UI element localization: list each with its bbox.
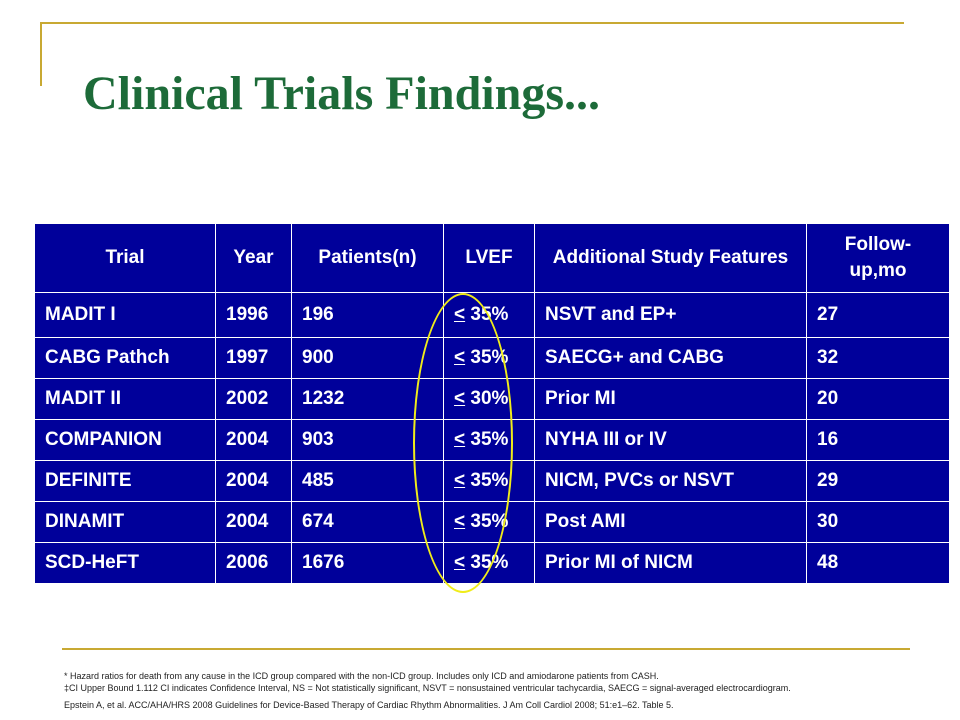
cell-trial: MADIT I — [34, 292, 216, 338]
lvef-comparator: < — [454, 429, 466, 450]
bottom-divider-line — [62, 648, 910, 650]
lvef-value: 35% — [470, 429, 509, 450]
cell-year: 1997 — [215, 337, 292, 379]
trials-table: Trial Year Patients(n) LVEF Additional S… — [34, 223, 950, 584]
cell-year: 2006 — [215, 542, 292, 584]
footnote-abbreviations: ‡CI Upper Bound 1.112 CI indicates Confi… — [64, 683, 791, 693]
header-followup: Follow-up,mo — [806, 223, 950, 293]
lvef-comparator: < — [454, 552, 466, 573]
cell-features: Post AMI — [534, 501, 807, 543]
lvef-value: 30% — [470, 388, 509, 409]
cell-followup: 16 — [806, 419, 950, 461]
header-year: Year — [215, 223, 292, 293]
cell-patients: 485 — [291, 460, 444, 502]
citation: Epstein A, et al. ACC/AHA/HRS 2008 Guide… — [64, 700, 674, 710]
cell-features: SAECG+ and CABG — [534, 337, 807, 379]
cell-lvef: < 35% — [443, 542, 535, 584]
left-divider-line — [40, 22, 42, 86]
header-lvef: LVEF — [443, 223, 535, 293]
cell-features: Prior MI — [534, 378, 807, 420]
header-trial: Trial — [34, 223, 216, 293]
cell-year: 2004 — [215, 419, 292, 461]
header-features: Additional Study Features — [534, 223, 807, 293]
cell-lvef: < 35% — [443, 501, 535, 543]
cell-year: 2004 — [215, 501, 292, 543]
cell-lvef: < 30% — [443, 378, 535, 420]
lvef-comparator: < — [454, 304, 466, 325]
lvef-comparator: < — [454, 347, 466, 368]
slide-title: Clinical Trials Findings... — [83, 67, 601, 120]
cell-patients: 903 — [291, 419, 444, 461]
cell-lvef: < 35% — [443, 460, 535, 502]
cell-year: 2002 — [215, 378, 292, 420]
cell-followup: 29 — [806, 460, 950, 502]
cell-patients: 900 — [291, 337, 444, 379]
table-row: COMPANION 2004 903 < 35% NYHA III or IV … — [34, 419, 950, 461]
lvef-comparator: < — [454, 511, 466, 532]
cell-followup: 20 — [806, 378, 950, 420]
cell-features: NYHA III or IV — [534, 419, 807, 461]
cell-trial: CABG Pathch — [34, 337, 216, 379]
cell-lvef: < 35% — [443, 337, 535, 379]
cell-patients: 1676 — [291, 542, 444, 584]
cell-trial: MADIT II — [34, 378, 216, 420]
lvef-value: 35% — [470, 552, 509, 573]
cell-features: NSVT and EP+ — [534, 292, 807, 338]
lvef-value: 35% — [470, 470, 509, 491]
cell-followup: 27 — [806, 292, 950, 338]
table-row: CABG Pathch 1997 900 < 35% SAECG+ and CA… — [34, 337, 950, 379]
table-header-row: Trial Year Patients(n) LVEF Additional S… — [34, 223, 950, 293]
cell-year: 2004 — [215, 460, 292, 502]
header-patients: Patients(n) — [291, 223, 444, 293]
cell-followup: 30 — [806, 501, 950, 543]
cell-patients: 196 — [291, 292, 444, 338]
table-row: DEFINITE 2004 485 < 35% NICM, PVCs or NS… — [34, 460, 950, 502]
footnote-hazard: * Hazard ratios for death from any cause… — [64, 671, 659, 681]
table-row: DINAMIT 2004 674 < 35% Post AMI 30 — [34, 501, 950, 543]
lvef-value: 35% — [470, 304, 509, 325]
table-row: MADIT I 1996 196 < 35% NSVT and EP+ 27 — [34, 292, 950, 338]
cell-trial: SCD-HeFT — [34, 542, 216, 584]
cell-followup: 32 — [806, 337, 950, 379]
footnotes: * Hazard ratios for death from any cause… — [64, 670, 944, 711]
cell-patients: 674 — [291, 501, 444, 543]
cell-followup: 48 — [806, 542, 950, 584]
lvef-comparator: < — [454, 388, 466, 409]
cell-year: 1996 — [215, 292, 292, 338]
cell-patients: 1232 — [291, 378, 444, 420]
lvef-value: 35% — [470, 511, 509, 532]
cell-features: Prior MI of NICM — [534, 542, 807, 584]
lvef-comparator: < — [454, 470, 466, 491]
cell-trial: DEFINITE — [34, 460, 216, 502]
cell-trial: COMPANION — [34, 419, 216, 461]
top-divider-line — [40, 22, 904, 24]
table-row: SCD-HeFT 2006 1676 < 35% Prior MI of NIC… — [34, 542, 950, 584]
cell-lvef: < 35% — [443, 419, 535, 461]
cell-lvef: < 35% — [443, 292, 535, 338]
table-row: MADIT II 2002 1232 < 30% Prior MI 20 — [34, 378, 950, 420]
cell-features: NICM, PVCs or NSVT — [534, 460, 807, 502]
cell-trial: DINAMIT — [34, 501, 216, 543]
lvef-value: 35% — [470, 347, 509, 368]
